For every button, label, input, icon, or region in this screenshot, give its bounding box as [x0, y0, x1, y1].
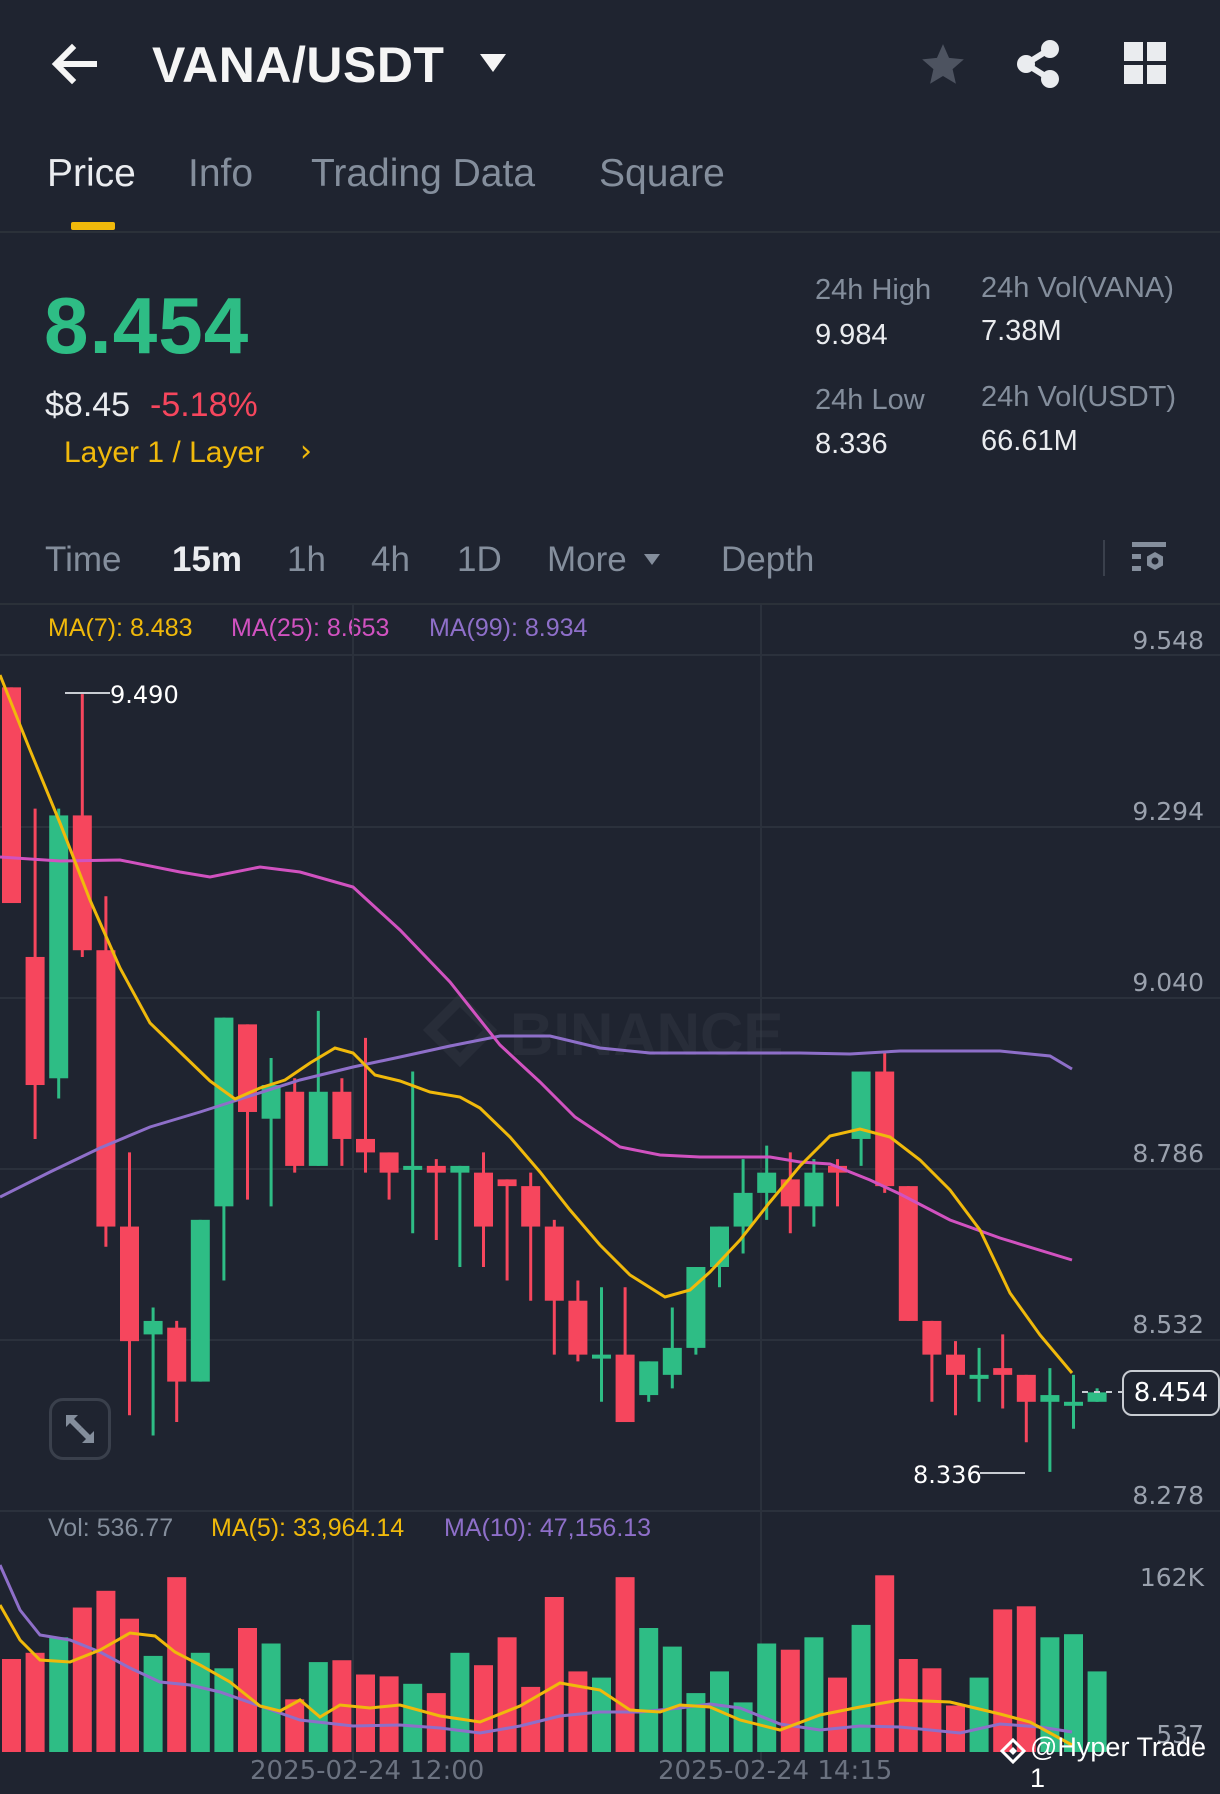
active-tab-indicator [71, 222, 115, 230]
high-label: 24h High [815, 274, 932, 306]
tab-info[interactable]: Info [188, 152, 254, 195]
tf-15m[interactable]: 15m [172, 540, 243, 579]
volume-axis-top: 162K [1139, 1563, 1204, 1592]
low-value: 8.336 [815, 428, 888, 460]
candlestick-chart[interactable]: BINANCE 9.490 8.336 [0, 604, 1220, 1773]
price-tick: 8.532 [1132, 1310, 1204, 1339]
usd-price: $8.45 [45, 386, 131, 424]
svg-text:8.336: 8.336 [913, 1461, 982, 1489]
tf-separator [1103, 540, 1105, 576]
ma25-legend: MA(25): 8.653 [231, 614, 390, 642]
category-link[interactable]: Layer 1 / Layer [64, 436, 265, 469]
tab-trading-data[interactable]: Trading Data [311, 152, 536, 195]
credit-text: @Hyper Trade 1 [1030, 1732, 1206, 1793]
tf-1d[interactable]: 1D [457, 540, 502, 579]
ma25-line [0, 855, 1073, 1262]
tabs-divider [0, 231, 1220, 233]
tf-time[interactable]: Time [45, 540, 122, 579]
candles [2, 687, 1107, 1472]
tf-1h[interactable]: 1h [287, 540, 326, 579]
tf-depth[interactable]: Depth [721, 540, 815, 579]
pair-dropdown-caret-icon[interactable] [478, 52, 508, 78]
low-label: 24h Low [815, 384, 925, 416]
favorite-star-icon[interactable] [918, 40, 968, 94]
ma99-line [0, 1034, 1073, 1199]
time-label: 2025-02-24 14:15 [658, 1756, 893, 1786]
more-caret-icon[interactable] [643, 552, 661, 571]
ma99-legend: MA(99): 8.934 [429, 614, 588, 642]
price-tick: 9.548 [1132, 626, 1204, 655]
vol-ma5-line [0, 1604, 1073, 1747]
vol-ma10-line [0, 1564, 1073, 1735]
high-value: 9.984 [815, 319, 888, 351]
vol-quote-value: 66.61M [981, 425, 1078, 457]
tf-4h[interactable]: 4h [371, 540, 410, 579]
vol-ma5-legend: MA(5): 33,964.14 [211, 1514, 405, 1542]
vol-quote-label: 24h Vol(USDT) [981, 381, 1177, 413]
price-tick: 8.278 [1132, 1481, 1204, 1510]
vol-base-value: 7.38M [981, 315, 1062, 347]
price-tick: 9.294 [1132, 797, 1204, 826]
volume-bars [2, 1575, 1107, 1752]
price-tick: 8.786 [1132, 1139, 1204, 1168]
current-price-tag: 8.454 [1122, 1370, 1220, 1416]
share-icon[interactable] [1014, 38, 1064, 94]
tab-square[interactable]: Square [599, 152, 725, 195]
change-percent: -5.18% [150, 386, 258, 424]
ma7-legend: MA(7): 8.483 [48, 614, 193, 642]
vol-base-label: 24h Vol(VANA) [981, 272, 1174, 304]
max-price-marker: 9.490 [65, 681, 179, 709]
svg-text:9.490: 9.490 [110, 681, 179, 709]
min-price-marker: 8.336 [913, 1461, 1025, 1489]
back-button[interactable] [48, 40, 104, 88]
fullscreen-button[interactable] [49, 1398, 111, 1460]
volume-legend: Vol: 536.77 [48, 1514, 174, 1542]
arrow-left-icon [51, 43, 97, 85]
ma7-line [0, 674, 1074, 1374]
svg-text:BINANCE: BINANCE [510, 1001, 783, 1068]
chevron-right-icon[interactable]: › [300, 434, 312, 469]
timeframe-divider [0, 603, 1220, 605]
credit-logo-icon [999, 1737, 1027, 1768]
last-price: 8.454 [44, 281, 250, 370]
tf-more[interactable]: More [547, 540, 627, 579]
pair-title[interactable]: VANA/USDT [152, 37, 445, 93]
vol-ma10-legend: MA(10): 47,156.13 [444, 1514, 652, 1542]
time-label: 2025-02-24 12:00 [250, 1756, 485, 1786]
volume-axis-bottom: 537 [1156, 1720, 1204, 1749]
grid-menu-icon[interactable] [1124, 42, 1166, 88]
price-tick: 9.040 [1132, 968, 1204, 997]
chart-settings-icon[interactable] [1130, 540, 1168, 582]
tab-price[interactable]: Price [47, 152, 136, 195]
binance-watermark: BINANCE [422, 992, 783, 1068]
expand-arrows-icon [66, 1415, 94, 1443]
